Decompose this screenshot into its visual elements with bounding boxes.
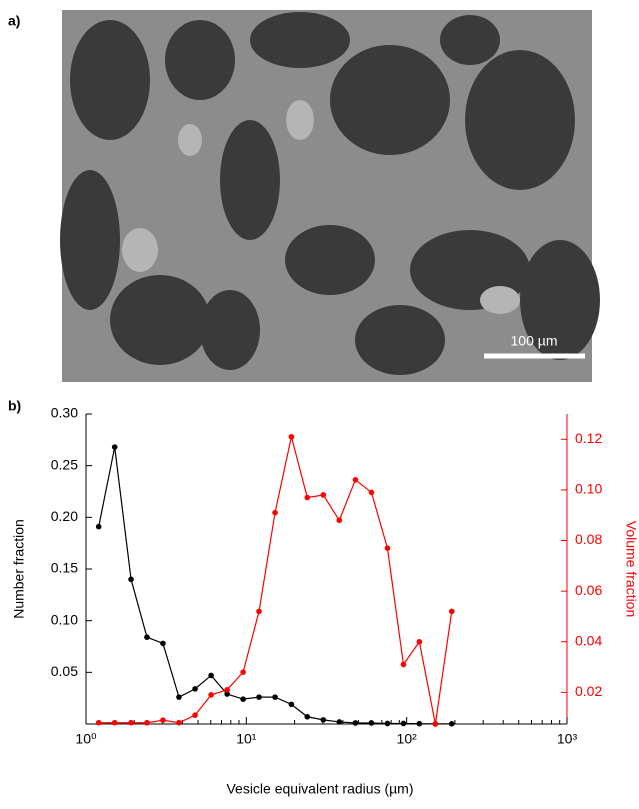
data-point: [304, 494, 311, 501]
data-point: [111, 444, 118, 450]
data-point: [128, 576, 134, 583]
y2-tick-label: 0.10: [575, 481, 602, 497]
data-point: [352, 720, 359, 726]
data-point: [240, 696, 246, 702]
data-point: [192, 712, 198, 718]
y-tick-label: 0.10: [51, 611, 78, 627]
data-point: [416, 720, 423, 727]
y2-axis-label: Volume fraction: [623, 521, 639, 618]
scale-bar-label: 100 µm: [511, 333, 558, 349]
x-tick-label: 10³: [557, 731, 578, 747]
data-point: [400, 720, 407, 727]
data-point: [368, 489, 375, 496]
data-point: [128, 719, 134, 726]
series-line: [98, 436, 453, 725]
y2-tick-label: 0.08: [575, 531, 602, 547]
y2-tick-label: 0.04: [575, 632, 602, 648]
y-tick-label: 0.30: [51, 405, 78, 421]
y-tick-label: 0.05: [51, 663, 78, 679]
data-point: [95, 523, 102, 530]
data-point: [320, 717, 327, 723]
y-tick-label: 0.20: [51, 508, 78, 524]
data-point: [432, 721, 439, 727]
data-point: [288, 433, 295, 440]
data-point: [304, 713, 311, 720]
data-point: [176, 719, 182, 726]
y-tick-label: 0.25: [51, 456, 78, 472]
series-line: [98, 446, 452, 725]
data-point: [272, 694, 278, 700]
y-axis-label: Number fraction: [11, 519, 27, 619]
data-point: [368, 720, 375, 726]
data-point: [192, 686, 198, 692]
panel-label: a): [8, 13, 20, 29]
data-point: [160, 717, 166, 724]
sem-image: 100 µm: [60, 10, 600, 382]
data-point: [336, 719, 343, 725]
data-point: [272, 509, 278, 516]
x-tick-label: 10⁰: [75, 731, 97, 747]
data-point: [111, 719, 118, 726]
data-point: [160, 640, 166, 647]
y2-tick-label: 0.12: [575, 430, 602, 446]
data-point: [208, 672, 214, 679]
data-point: [95, 719, 102, 726]
data-point: [144, 719, 150, 726]
data-point: [384, 545, 391, 551]
y-tick-label: 0.15: [51, 560, 78, 576]
data-point: [416, 638, 423, 645]
data-point: [384, 720, 391, 727]
x-tick-label: 10¹: [236, 731, 257, 747]
data-point: [448, 720, 455, 727]
panel-label: b): [8, 398, 21, 414]
data-point: [176, 694, 182, 700]
data-point: [256, 608, 262, 615]
y2-tick-label: 0.06: [575, 582, 602, 598]
data-point: [208, 692, 214, 698]
data-point: [320, 492, 327, 498]
x-axis-label: Vesicle equivalent radius (µm): [226, 781, 413, 797]
data-point: [400, 661, 407, 668]
data-point: [288, 701, 295, 708]
data-point: [256, 694, 262, 700]
data-point: [352, 476, 359, 483]
x-tick-label: 10²: [397, 731, 418, 747]
data-point: [240, 669, 246, 675]
data-point: [144, 634, 150, 640]
y2-tick-label: 0.02: [575, 683, 602, 699]
data-point: [224, 687, 230, 693]
data-point: [336, 517, 343, 524]
data-point: [448, 608, 455, 615]
data-point: [224, 691, 230, 697]
